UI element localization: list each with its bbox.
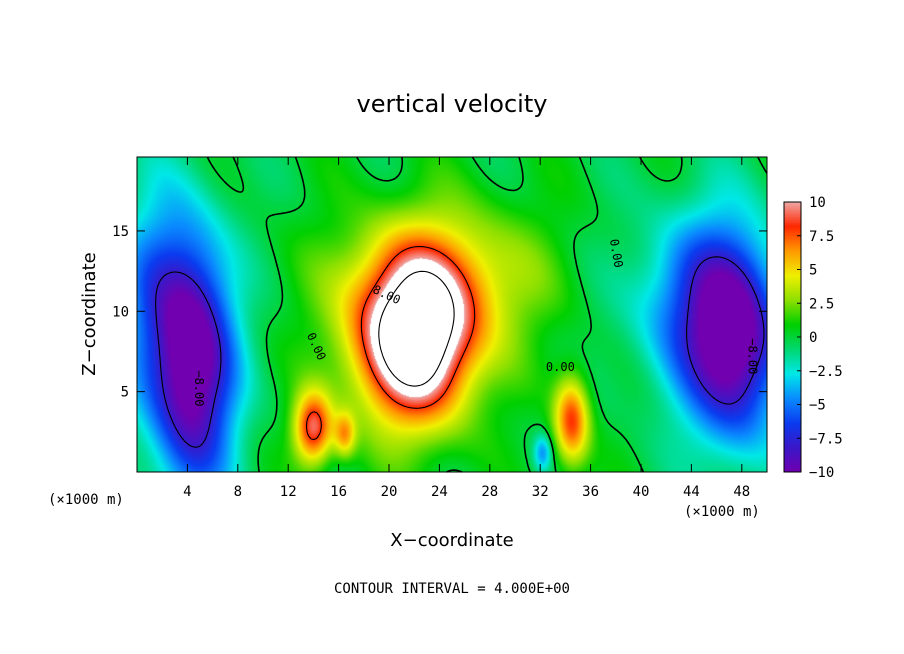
x-unit-left: (×1000 m) — [48, 492, 124, 508]
x-tick-label: 16 — [330, 484, 347, 500]
x-tick-label: 48 — [733, 484, 750, 500]
colorbar-tick-label: −2.5 — [809, 364, 843, 380]
contour-level-0 — [206, 156, 768, 473]
colorbar-ticks: 10 7.5 5 2.5 0 −2.5 −5 −7.5 −10 — [797, 195, 843, 481]
colorbar-tick-label: −7.5 — [809, 431, 843, 447]
colorbar-tick-label: 0 — [809, 330, 817, 346]
y-axis-label: Z−coordinate — [79, 252, 100, 375]
x-tick-label: 20 — [381, 484, 398, 500]
contour-interval-note: CONTOUR INTERVAL = 4.000E+00 — [334, 581, 570, 597]
x-tick-label: 24 — [431, 484, 448, 500]
colorbar-tick-label: 5 — [809, 263, 817, 279]
x-tick-label: 4 — [183, 484, 191, 500]
heatmap-canvas — [137, 157, 767, 472]
contour-label-5: −8.00 — [745, 338, 759, 374]
contour-level-12 — [378, 270, 455, 387]
x-tick-label: 8 — [234, 484, 242, 500]
x-tick-label: 28 — [481, 484, 498, 500]
contour-label-3: 0.00 — [607, 238, 626, 269]
x-tick-label: 40 — [633, 484, 650, 500]
colorbar-tick-label: −5 — [809, 398, 826, 414]
x-unit-right: (×1000 m) — [684, 504, 760, 520]
x-tick-label: 36 — [582, 484, 599, 500]
y-tick-label: 15 — [112, 224, 129, 240]
contour-lines — [155, 156, 768, 473]
heatmap-field — [137, 157, 767, 472]
x-axis-label: X−coordinate — [390, 530, 513, 551]
colorbar-tick-label: 7.5 — [809, 229, 834, 245]
x-axis-ticks: 4 8 12 16 20 24 28 32 36 40 44 48 — [183, 157, 750, 500]
contour-level-neg8 — [155, 256, 765, 448]
x-tick-label: 12 — [280, 484, 297, 500]
x-tick-label: 32 — [532, 484, 549, 500]
x-tick-label: 44 — [683, 484, 700, 500]
colorbar-tick-label: −10 — [809, 465, 834, 481]
plot-frame — [136, 156, 768, 473]
colorbar-gradient — [784, 202, 801, 472]
contour-level-8 — [305, 245, 476, 441]
colorbar-tick-label: 10 — [809, 195, 826, 211]
plot-area: 8.000.000.000.00−8.00−8.00 — [136, 156, 768, 473]
chart-title: vertical velocity — [357, 90, 548, 118]
y-axis-ticks: 5 10 15 — [112, 224, 767, 401]
colorbar: 10 7.5 5 2.5 0 −2.5 −5 −7.5 −10 — [783, 195, 843, 481]
contour-label-4: −8.00 — [192, 370, 206, 406]
contour-label-2: 0.00 — [546, 360, 575, 374]
y-tick-label: 5 — [121, 385, 129, 401]
colorbar-tick-label: 2.5 — [809, 296, 834, 312]
y-tick-label: 10 — [112, 304, 129, 320]
